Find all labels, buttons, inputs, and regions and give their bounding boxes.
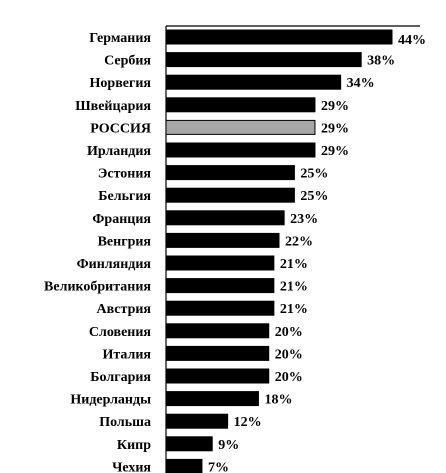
category-label: Бельгия — [98, 189, 151, 204]
bar — [165, 368, 270, 384]
category-label: Италия — [102, 347, 151, 362]
category-label: Норвегия — [90, 76, 152, 91]
category-label: Германия — [89, 31, 151, 46]
value-label: 9% — [218, 438, 239, 453]
category-label: Нидерланды — [70, 393, 151, 408]
bar — [165, 165, 295, 181]
bar — [165, 52, 362, 68]
value-label: 29% — [321, 99, 349, 114]
value-label: 20% — [275, 370, 303, 385]
bar — [165, 345, 270, 361]
value-label: 25% — [300, 167, 328, 182]
value-label: 12% — [234, 415, 262, 430]
category-label: Чехия — [112, 460, 151, 473]
value-label: 20% — [275, 325, 303, 340]
category-label: Ирландия — [87, 144, 151, 159]
category-label: Кипр — [117, 438, 151, 453]
value-labels: 44%38% 34% 29% 29% 29% 25% 25% 23% 22% 21% 21% 21% 2… — [208, 33, 426, 473]
bar — [165, 255, 275, 271]
category-label: Финляндия — [77, 257, 152, 272]
bar — [165, 413, 229, 429]
bar — [165, 187, 295, 203]
value-label: 18% — [264, 393, 292, 408]
bar — [165, 436, 213, 452]
category-label: Польша — [99, 415, 151, 430]
value-label: 38% — [367, 54, 395, 69]
bar — [165, 323, 270, 339]
category-label: РОССИЯ — [90, 121, 151, 136]
category-label: Швейцария — [75, 99, 151, 114]
value-label: 34% — [347, 76, 375, 91]
bars-group — [165, 29, 393, 473]
bar — [165, 142, 316, 158]
value-label: 21% — [280, 257, 308, 272]
category-label: Венгрия — [98, 234, 152, 249]
bar — [165, 391, 259, 407]
value-label: 7% — [208, 460, 229, 473]
bar — [165, 458, 203, 473]
value-label: 29% — [321, 144, 349, 159]
category-labels: Германия Сербия Норвегия Швейцария РОССИЯ Ирл… — [44, 31, 151, 473]
bar — [165, 119, 316, 135]
value-label: 21% — [280, 280, 308, 295]
category-label: Сербия — [104, 54, 151, 69]
category-label: Великобритания — [44, 280, 151, 295]
category-label: Австрия — [96, 302, 151, 317]
bar — [165, 300, 275, 316]
bar — [165, 74, 342, 90]
bar — [165, 97, 316, 113]
value-label: 20% — [275, 347, 303, 362]
category-label: Болгария — [90, 370, 151, 385]
bar — [165, 210, 285, 226]
bar — [165, 278, 275, 294]
value-label: 22% — [285, 234, 313, 249]
value-label: 25% — [300, 189, 328, 204]
value-label: 23% — [290, 212, 318, 227]
value-label: 44% — [398, 33, 426, 48]
bar — [165, 29, 393, 45]
value-label: 21% — [280, 302, 308, 317]
value-label: 29% — [321, 121, 349, 136]
category-label: Эстония — [98, 167, 152, 182]
category-label: Словения — [89, 325, 152, 340]
bar — [165, 232, 280, 248]
category-label: Франция — [92, 212, 151, 227]
